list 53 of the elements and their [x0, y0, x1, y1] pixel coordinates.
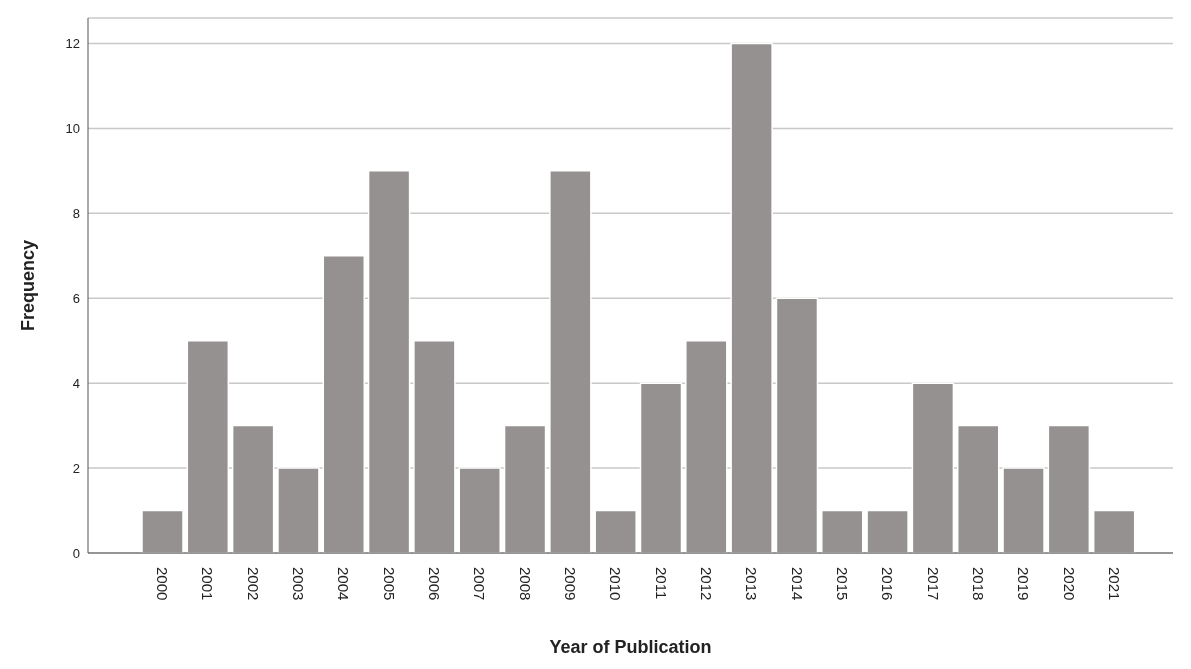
y-tick-label: 12 [65, 36, 80, 52]
x-tick-label: 2019 [1015, 567, 1033, 601]
x-tick-label: 2001 [199, 567, 217, 601]
bar [1047, 424, 1091, 553]
bar [775, 297, 819, 553]
x-tick-label: 2006 [426, 567, 444, 601]
x-tick-label: 2011 [652, 567, 670, 600]
x-tick-label: 2005 [380, 567, 398, 601]
bar [1092, 509, 1136, 553]
x-tick-label: 2002 [244, 567, 262, 601]
bar [231, 424, 275, 553]
x-tick-label: 2021 [1105, 567, 1123, 601]
x-tick-label: 2003 [290, 567, 308, 601]
y-tick-label: 6 [72, 290, 80, 306]
x-tick-label: 2010 [607, 567, 625, 601]
bar [277, 467, 320, 553]
x-tick-label: 2015 [833, 567, 851, 601]
y-tick-label: 4 [72, 375, 80, 391]
bar [503, 424, 547, 553]
bar [911, 382, 955, 553]
x-tick-label: 2007 [471, 567, 489, 601]
x-tick-label: 2008 [516, 567, 534, 601]
bar [1002, 467, 1045, 553]
y-axis-title: Frequency [18, 239, 39, 332]
bar [594, 509, 637, 553]
x-tick-label: 2018 [969, 567, 987, 601]
bar [549, 170, 592, 553]
bar [141, 509, 184, 553]
x-tick-label: 2017 [924, 567, 942, 601]
bar [821, 509, 864, 553]
x-tick-label: 2016 [879, 567, 897, 601]
x-tick-label: 2013 [743, 567, 761, 601]
bar [730, 42, 773, 553]
bar [685, 339, 728, 553]
bar [367, 170, 411, 553]
y-tick-label: 10 [65, 121, 80, 137]
x-tick-label: 2014 [788, 567, 806, 601]
bar [956, 424, 1000, 553]
bar [458, 467, 501, 553]
x-tick-label: 2012 [697, 567, 715, 601]
bar [866, 509, 909, 553]
y-tick-label: 2 [72, 460, 80, 476]
bar [639, 382, 683, 553]
x-axis-title: Year of Publication [549, 637, 712, 657]
x-tick-label: 2009 [562, 567, 580, 601]
bar [186, 339, 230, 553]
x-tick-label: 2004 [335, 567, 353, 601]
x-tick-label: 2020 [1060, 567, 1078, 601]
bar [322, 255, 366, 553]
y-tick-label: 0 [72, 545, 80, 561]
x-tick-label: 2000 [154, 567, 172, 601]
bar [413, 339, 456, 553]
y-tick-label: 8 [72, 205, 80, 221]
